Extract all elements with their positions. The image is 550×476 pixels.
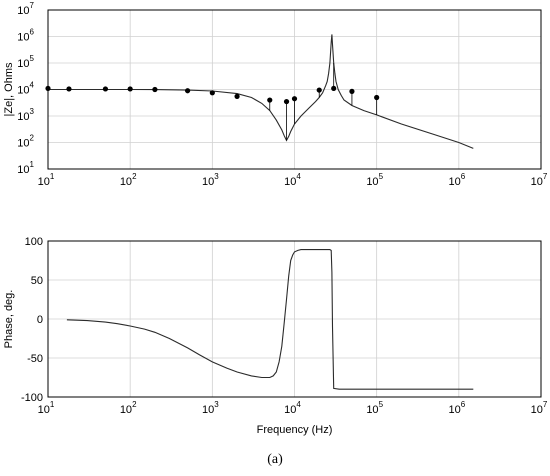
x-tick-exponent: 4 [296, 172, 301, 181]
x-tick-exponent: 5 [379, 172, 384, 181]
y-tick-exponent: 1 [30, 160, 35, 169]
y-tick-label: 100 [25, 236, 43, 248]
x-tick-label: 104 [284, 400, 301, 416]
measurement-point [127, 86, 133, 92]
plot-frame [47, 240, 542, 398]
x-tick-exponent: 1 [50, 400, 55, 409]
impedance-magnitude-chart: 101 102 103 104 105 106 107 101 102 103 104 105 106 1… [3, 1, 548, 188]
y-tick-label: 104 [17, 81, 34, 97]
measurement-point [184, 88, 191, 94]
x-tick-label: 106 [448, 400, 465, 416]
x-tick-label: 105 [366, 400, 383, 416]
x-tick-exponent: 3 [214, 400, 219, 409]
y-axis-title: |Ze|, Ohms [3, 62, 15, 117]
measurement-point [66, 86, 72, 92]
measurement-point [267, 97, 273, 103]
measurement-point [291, 96, 298, 102]
y-tick-label: -100 [21, 392, 43, 404]
y-tick-label: 102 [17, 134, 34, 150]
measurement-point [331, 85, 337, 92]
y-tick-exponent: 4 [30, 81, 35, 90]
x-tick-label: 107 [531, 400, 548, 416]
x-tick-exponent: 7 [543, 400, 548, 409]
y-tick-label: 0 [37, 314, 43, 326]
y-tick-exponent: 7 [30, 1, 35, 10]
measurement-point [316, 87, 322, 93]
x-tick-exponent: 6 [461, 172, 466, 181]
x-tick-exponent: 6 [461, 400, 466, 409]
y-tick-exponent: 2 [30, 134, 35, 143]
measurement-point [234, 93, 240, 99]
y-tick-label: 50 [31, 275, 43, 287]
x-tick-label: 106 [448, 172, 465, 188]
series-line [48, 34, 474, 149]
y-tick-exponent: 5 [30, 54, 35, 63]
x-tick-label: 107 [531, 172, 548, 188]
series-line [66, 249, 474, 390]
x-axis-title: Frequency (Hz) [257, 424, 333, 436]
figure-caption: (a) [267, 452, 283, 467]
x-tick-exponent: 2 [132, 172, 137, 181]
y-tick-label: -50 [27, 353, 43, 365]
x-tick-exponent: 7 [543, 172, 548, 181]
measurement-point [152, 86, 158, 93]
x-tick-label: 104 [284, 172, 301, 188]
x-tick-exponent: 4 [296, 400, 301, 409]
x-tick-label: 102 [120, 172, 137, 188]
measurement-point [374, 94, 380, 101]
x-tick-exponent: 3 [214, 172, 219, 181]
x-tick-exponent: 5 [379, 400, 384, 409]
measurement-point [349, 88, 355, 94]
measurement-point [102, 86, 109, 92]
measurement-point [283, 98, 290, 105]
y-tick-exponent: 6 [30, 28, 35, 37]
y-tick-label: 103 [17, 107, 34, 123]
plot-frame [47, 9, 542, 170]
y-tick-label: 101 [17, 160, 34, 176]
y-tick-label: 107 [17, 1, 34, 17]
x-tick-label: 103 [202, 400, 219, 416]
x-tick-label: 103 [202, 172, 219, 188]
phase-chart: 101 102 103 104 105 106 107100500-50-100Phase,… [3, 236, 548, 436]
x-tick-exponent: 2 [132, 400, 137, 409]
measurement-point [209, 90, 215, 96]
y-tick-exponent: 3 [30, 107, 35, 116]
y-tick-label: 106 [17, 28, 34, 44]
x-tick-exponent: 1 [50, 172, 55, 181]
x-tick-label: 102 [120, 400, 137, 416]
x-tick-label: 105 [366, 172, 383, 188]
y-tick-label: 105 [17, 54, 34, 70]
x-tick-label: 101 [38, 172, 55, 188]
y-axis-title: Phase, deg. [3, 290, 15, 349]
